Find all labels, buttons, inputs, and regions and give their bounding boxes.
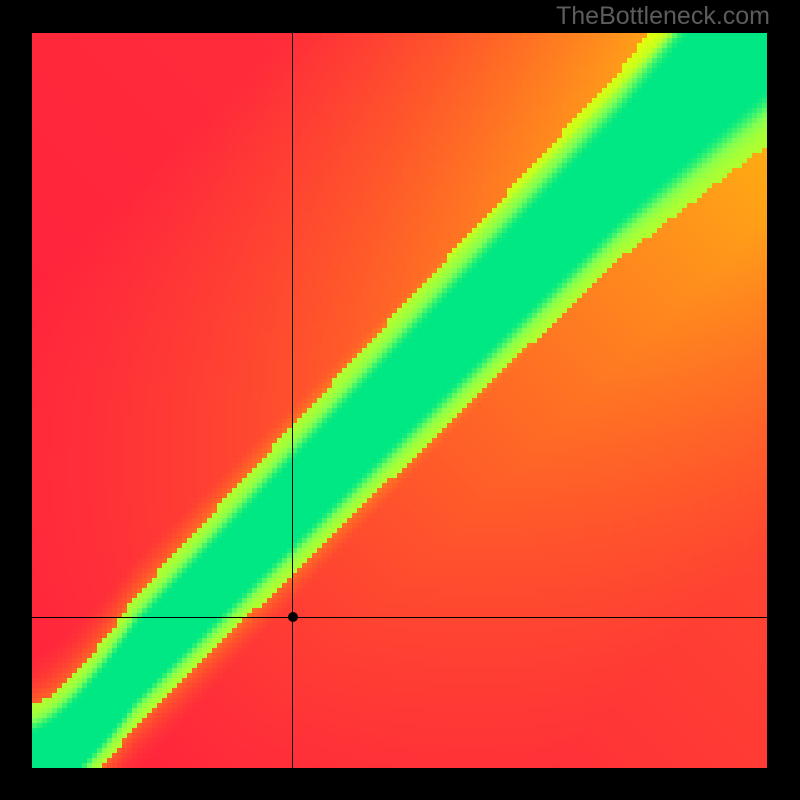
crosshair-horizontal (32, 617, 767, 618)
bottleneck-heatmap (32, 33, 767, 768)
crosshair-vertical (292, 33, 293, 768)
watermark-text: TheBottleneck.com (556, 2, 770, 31)
chart-frame: TheBottleneck.com (0, 0, 800, 800)
